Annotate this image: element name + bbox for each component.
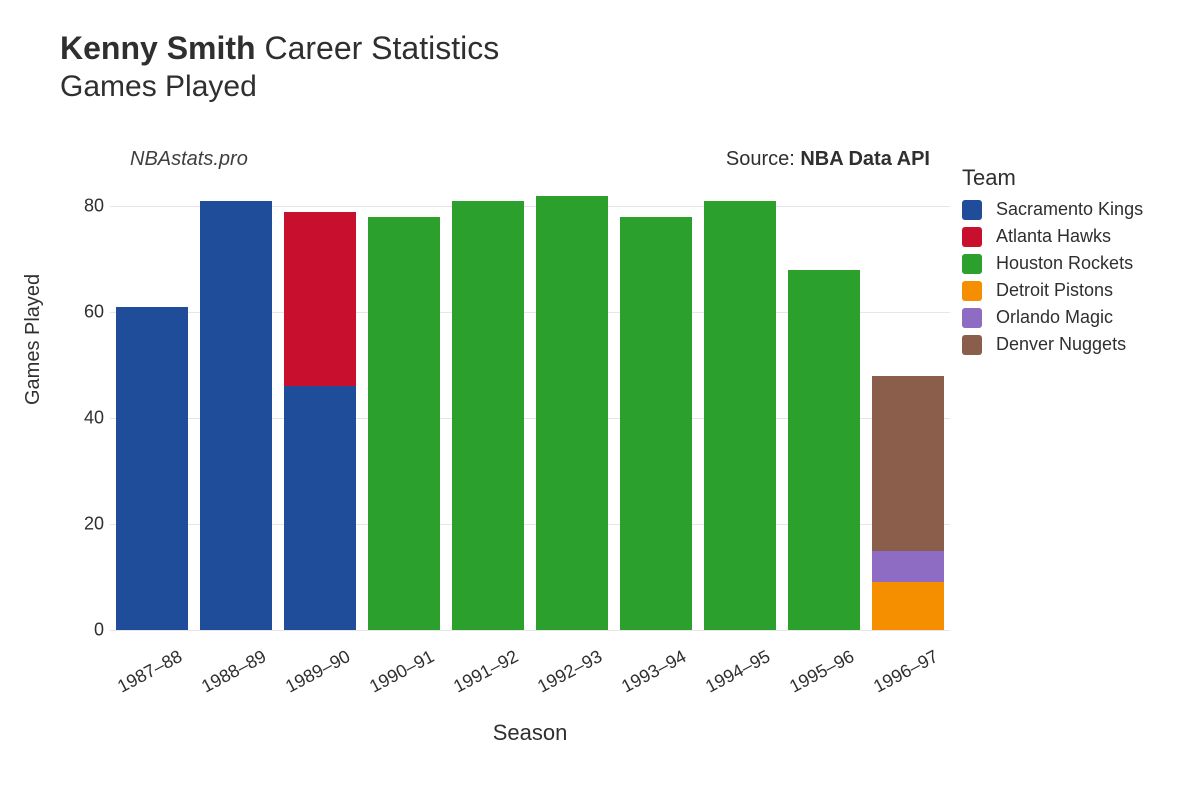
plot-area xyxy=(110,180,950,630)
bar-segment[interactable] xyxy=(872,582,944,630)
legend: Team Sacramento Kings Atlanta Hawks Housto… xyxy=(962,165,1172,361)
bar[interactable] xyxy=(698,180,782,630)
bar-segment[interactable] xyxy=(368,217,440,630)
bar[interactable] xyxy=(278,180,362,630)
x-tick: 1988–89 xyxy=(198,646,270,697)
bar-segment[interactable] xyxy=(872,376,944,551)
bar-segment[interactable] xyxy=(872,551,944,583)
bar-segment[interactable] xyxy=(116,307,188,630)
bar-segment[interactable] xyxy=(536,196,608,630)
legend-item[interactable]: Atlanta Hawks xyxy=(962,226,1172,247)
x-tick: 1991–92 xyxy=(450,646,522,697)
legend-item[interactable]: Houston Rockets xyxy=(962,253,1172,274)
chart-container: Kenny Smith Career Statistics Games Play… xyxy=(0,0,1200,800)
annotation-data-source: Source: NBA Data API xyxy=(726,148,930,171)
y-tick: 80 xyxy=(84,196,104,217)
y-axis: 020406080 xyxy=(60,180,110,630)
x-tick: 1996–97 xyxy=(870,646,942,697)
x-tick: 1994–95 xyxy=(702,646,774,697)
x-axis-ticks: 1987–881988–891989–901990–911991–921992–… xyxy=(110,636,950,696)
bar[interactable] xyxy=(782,180,866,630)
x-tick: 1990–91 xyxy=(366,646,438,697)
bar[interactable] xyxy=(362,180,446,630)
bar-segment[interactable] xyxy=(620,217,692,630)
legend-label: Houston Rockets xyxy=(996,253,1133,274)
x-tick: 1995–96 xyxy=(786,646,858,697)
bar-segment[interactable] xyxy=(284,212,356,387)
bar-segment[interactable] xyxy=(788,270,860,630)
y-tick: 40 xyxy=(84,408,104,429)
legend-swatch xyxy=(962,200,982,220)
legend-label: Atlanta Hawks xyxy=(996,226,1111,247)
legend-item[interactable]: Orlando Magic xyxy=(962,307,1172,328)
legend-item[interactable]: Detroit Pistons xyxy=(962,280,1172,301)
legend-item[interactable]: Denver Nuggets xyxy=(962,334,1172,355)
legend-swatch xyxy=(962,281,982,301)
legend-swatch xyxy=(962,227,982,247)
title-line1: Kenny Smith Career Statistics xyxy=(60,28,499,68)
legend-label: Orlando Magic xyxy=(996,307,1113,328)
bar-segment[interactable] xyxy=(452,201,524,630)
legend-title: Team xyxy=(962,165,1172,191)
bar[interactable] xyxy=(110,180,194,630)
bar[interactable] xyxy=(614,180,698,630)
x-tick: 1987–88 xyxy=(114,646,186,697)
legend-label: Sacramento Kings xyxy=(996,199,1143,220)
title-player: Kenny Smith xyxy=(60,30,256,66)
bar[interactable] xyxy=(194,180,278,630)
bar-segment[interactable] xyxy=(284,386,356,630)
legend-item[interactable]: Sacramento Kings xyxy=(962,199,1172,220)
y-axis-label: Games Played xyxy=(22,274,45,405)
x-tick: 1993–94 xyxy=(618,646,690,697)
annotation-source-name: NBA Data API xyxy=(800,148,930,170)
x-tick: 1992–93 xyxy=(534,646,606,697)
title-line2: Games Played xyxy=(60,68,499,106)
legend-label: Denver Nuggets xyxy=(996,334,1126,355)
x-axis-label: Season xyxy=(110,720,950,746)
y-tick: 60 xyxy=(84,302,104,323)
x-tick: 1989–90 xyxy=(282,646,354,697)
y-tick: 20 xyxy=(84,514,104,535)
bar[interactable] xyxy=(530,180,614,630)
bar[interactable] xyxy=(866,180,950,630)
legend-swatch xyxy=(962,254,982,274)
annotation-source-prefix: Source: xyxy=(726,148,800,170)
legend-swatch xyxy=(962,308,982,328)
legend-label: Detroit Pistons xyxy=(996,280,1113,301)
annotation-source-site: NBAstats.pro xyxy=(130,148,248,171)
legend-swatch xyxy=(962,335,982,355)
bar-segment[interactable] xyxy=(200,201,272,630)
chart-title: Kenny Smith Career Statistics Games Play… xyxy=(60,28,499,106)
title-suffix: Career Statistics xyxy=(264,30,499,66)
gridline xyxy=(110,630,950,631)
bar[interactable] xyxy=(446,180,530,630)
bar-segment[interactable] xyxy=(704,201,776,630)
y-tick: 0 xyxy=(94,620,104,641)
